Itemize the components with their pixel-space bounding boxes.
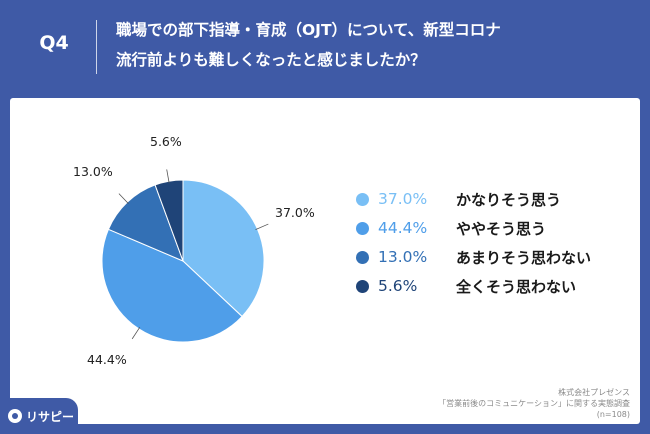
legend-swatch: [356, 279, 369, 293]
chart-legend: 37.0% かなりそう思う 44.4% ややそう思う 13.0% あまりそう思わ…: [356, 190, 626, 306]
question-line-1: 職場での部下指導・育成（OJT）について、新型コロナ: [116, 21, 501, 39]
legend-percent: 5.6%: [378, 277, 418, 295]
legend-item-yaya: 44.4% ややそう思う: [356, 219, 626, 238]
legend-label: かなりそう思う: [456, 190, 562, 209]
question-header: Q4 職場での部下指導・育成（OJT）について、新型コロナ 流行前よりも難しくな…: [0, 0, 650, 92]
legend-item-mattaku: 5.6% 全くそう思わない: [356, 277, 626, 296]
chart-card: 37.0% 44.4% 13.0% 5.6% 37.0% かなりそう思う 44.…: [10, 98, 640, 424]
question-line-2: 流行前よりも難しくなったと感じましたか？: [116, 51, 426, 69]
brand-logo: リサピー: [0, 398, 78, 434]
legend-percent: 44.4%: [378, 219, 428, 237]
source-survey: 「営業前後のコミュニケーション」に関する実態調査: [438, 399, 630, 408]
pie-slice-yaya-leader-line: [131, 326, 141, 340]
slice-label-mattaku: 5.6%: [150, 134, 182, 149]
source-note: 株式会社プレゼンス 「営業前後のコミュニケーション」に関する実態調査 (n=10…: [438, 387, 630, 420]
slice-label-yaya: 44.4%: [87, 352, 127, 367]
legend-label: 全くそう思わない: [456, 277, 577, 296]
slice-label-kanari: 37.0%: [275, 205, 315, 220]
legend-item-kanari: 37.0% かなりそう思う: [356, 190, 626, 209]
logo-mark-icon: [8, 409, 22, 423]
source-sample-size: (n=108): [596, 410, 630, 419]
pie-slice-amari-leader-line: [118, 193, 129, 205]
legend-swatch: [356, 192, 369, 206]
legend-percent: 37.0%: [378, 190, 428, 208]
legend-swatch: [356, 221, 369, 235]
question-text: 職場での部下指導・育成（OJT）について、新型コロナ 流行前よりも難しくなったと…: [116, 15, 626, 75]
legend-label: ややそう思う: [456, 219, 547, 238]
header-divider: [96, 20, 97, 74]
legend-item-amari: 13.0% あまりそう思わない: [356, 248, 626, 267]
legend-percent: 13.0%: [378, 248, 428, 266]
legend-swatch: [356, 250, 369, 264]
slice-label-amari: 13.0%: [73, 164, 113, 179]
logo-text: リサピー: [26, 409, 75, 424]
pie-slice-mattaku-leader-line: [166, 169, 170, 184]
pie-chart: [101, 169, 269, 343]
question-number: Q4: [39, 32, 69, 54]
legend-label: あまりそう思わない: [456, 248, 592, 267]
pie-slice-kanari-leader-line: [255, 223, 269, 230]
source-company: 株式会社プレゼンス: [558, 388, 630, 397]
